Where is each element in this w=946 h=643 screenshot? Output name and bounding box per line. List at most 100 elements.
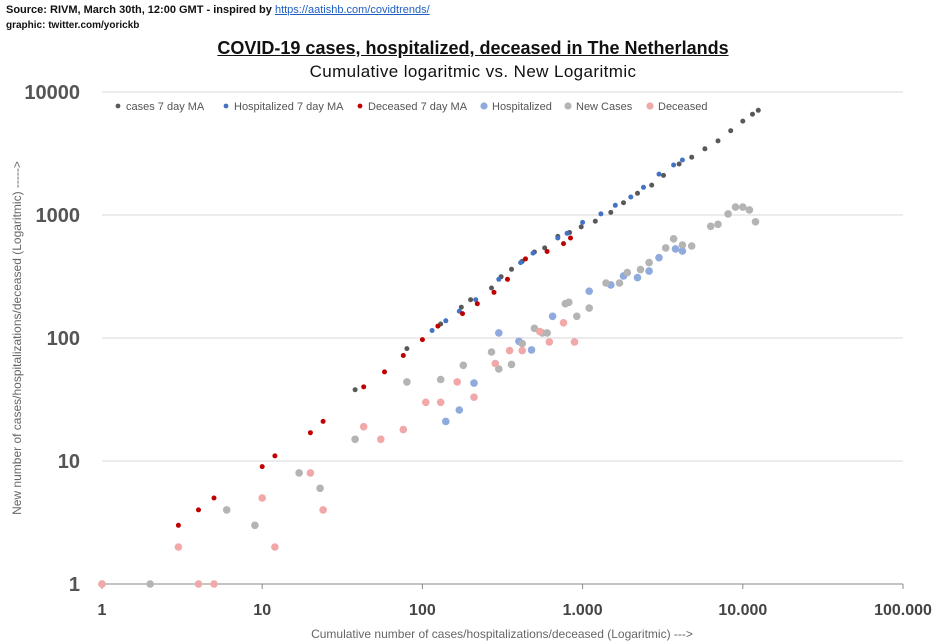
hosp-ma-point bbox=[555, 235, 561, 241]
deceased-ma-point bbox=[505, 276, 510, 282]
hosp-ma-point bbox=[530, 250, 536, 256]
new-cases-point bbox=[585, 304, 593, 312]
cases-ma-point bbox=[458, 304, 464, 310]
deceased-ma-point bbox=[211, 495, 217, 501]
hosp-ma-point bbox=[564, 230, 570, 236]
cases-ma-point bbox=[755, 107, 761, 113]
new-cases-point bbox=[351, 435, 359, 444]
cases-ma-point bbox=[542, 245, 548, 251]
deceased-ma-point bbox=[320, 418, 326, 424]
deceased-ma-point bbox=[544, 249, 550, 254]
y-tick-label: 10 bbox=[58, 451, 80, 473]
cases-ma-point bbox=[621, 200, 626, 206]
source-link[interactable]: https://aatishb.com/covidtrends/ bbox=[274, 4, 430, 16]
new-cases-point bbox=[295, 469, 303, 477]
cases-ma-point bbox=[676, 161, 682, 167]
deceased-point bbox=[306, 469, 315, 477]
deceased-ma-point bbox=[460, 311, 465, 317]
new-cases-point bbox=[222, 506, 231, 514]
legend-marker bbox=[646, 102, 654, 110]
legend-marker bbox=[564, 102, 572, 110]
deceased-ma-point bbox=[382, 369, 387, 375]
new-cases-point bbox=[251, 521, 259, 530]
deceased-ma-point bbox=[175, 522, 181, 528]
deceased-point bbox=[174, 543, 183, 551]
cases-ma-point bbox=[702, 146, 708, 152]
cases-ma-point bbox=[468, 297, 474, 303]
cases-ma-point bbox=[661, 172, 666, 178]
deceased-point bbox=[377, 435, 385, 444]
deceased-point bbox=[518, 346, 526, 355]
hosp-ma-point bbox=[612, 202, 618, 208]
hosp-ma-point bbox=[679, 157, 685, 163]
deceased-point bbox=[359, 422, 368, 431]
deceased-ma-point bbox=[196, 507, 201, 513]
legend-label: Deceased 7 day MA bbox=[368, 101, 468, 113]
hosp-ma-point bbox=[656, 171, 662, 177]
deceased-ma-point bbox=[491, 289, 497, 295]
cases-ma-point bbox=[635, 190, 640, 196]
deceased-point bbox=[258, 494, 267, 502]
cases-ma-point bbox=[509, 266, 514, 272]
hosp-point bbox=[655, 253, 663, 262]
new-cases-point bbox=[487, 348, 496, 356]
legend-label: Deceased bbox=[658, 101, 708, 113]
y-tick-label: 100 bbox=[47, 328, 80, 350]
new-cases-point bbox=[751, 218, 760, 226]
new-cases-point bbox=[146, 580, 154, 588]
hosp-ma-point bbox=[473, 297, 479, 303]
new-cases-point bbox=[636, 265, 645, 274]
x-tick-label: 1.000 bbox=[563, 602, 603, 619]
cases-ma-point bbox=[689, 154, 695, 160]
new-cases-point bbox=[573, 312, 581, 321]
hosp-point bbox=[671, 245, 680, 253]
deceased-point bbox=[422, 398, 430, 407]
legend-marker bbox=[115, 103, 121, 109]
hosp-ma-point bbox=[641, 184, 646, 190]
new-cases-point bbox=[495, 365, 503, 373]
new-cases-point bbox=[739, 203, 747, 211]
x-tick-label: 100 bbox=[409, 602, 436, 619]
hosp-ma-point bbox=[443, 318, 449, 324]
deceased-point bbox=[319, 506, 327, 514]
chart-title: COVID-19 cases, hospitalized, deceased i… bbox=[217, 38, 729, 58]
hosp-point bbox=[495, 329, 503, 337]
legend-marker bbox=[357, 103, 363, 109]
new-cases-point bbox=[724, 210, 732, 218]
hosp-point bbox=[470, 379, 478, 387]
cases-ma-point bbox=[715, 138, 721, 144]
legend-label: Hospitalized 7 day MA bbox=[234, 101, 344, 113]
hosp-point bbox=[645, 267, 653, 275]
deceased-point bbox=[545, 338, 554, 346]
deceased-point bbox=[535, 327, 544, 336]
new-cases-point bbox=[745, 206, 754, 214]
gridlines bbox=[102, 91, 903, 462]
hosp-point bbox=[455, 406, 464, 414]
x-tick-label: 10.000 bbox=[718, 602, 767, 619]
deceased-ma-point bbox=[259, 464, 265, 470]
y-tick-label: 1 bbox=[69, 574, 80, 596]
deceased-point bbox=[559, 319, 568, 327]
new-cases-point bbox=[507, 360, 516, 369]
new-cases-point bbox=[518, 339, 526, 348]
source-line: Source: RIVM, March 30th, 12:00 GMT - in… bbox=[6, 4, 430, 16]
hosp-point bbox=[527, 346, 536, 354]
new-cases-point bbox=[459, 361, 468, 370]
hosp-ma-point bbox=[429, 328, 435, 333]
deceased-point bbox=[98, 580, 106, 588]
hosp-point bbox=[585, 287, 593, 296]
new-cases-point bbox=[714, 220, 722, 229]
new-cases-point bbox=[669, 235, 678, 243]
axes: 1 10 100 1000 10000 1 10 100 1.000 10.000 100.000 bbox=[24, 82, 932, 619]
new-cases-point bbox=[687, 242, 696, 250]
graphic-credit: graphic: twitter.com/yorickb bbox=[6, 20, 140, 31]
deceased-point bbox=[194, 580, 203, 588]
deceased-ma-point bbox=[272, 453, 278, 459]
hosp-point bbox=[678, 247, 687, 255]
deceased-point bbox=[453, 378, 462, 386]
hosp-ma-point bbox=[628, 194, 634, 200]
x-axis-label: Cumulative number of cases/hospitalizati… bbox=[311, 627, 693, 641]
cases-ma-point bbox=[608, 209, 614, 215]
hosp-ma-point bbox=[598, 211, 604, 217]
